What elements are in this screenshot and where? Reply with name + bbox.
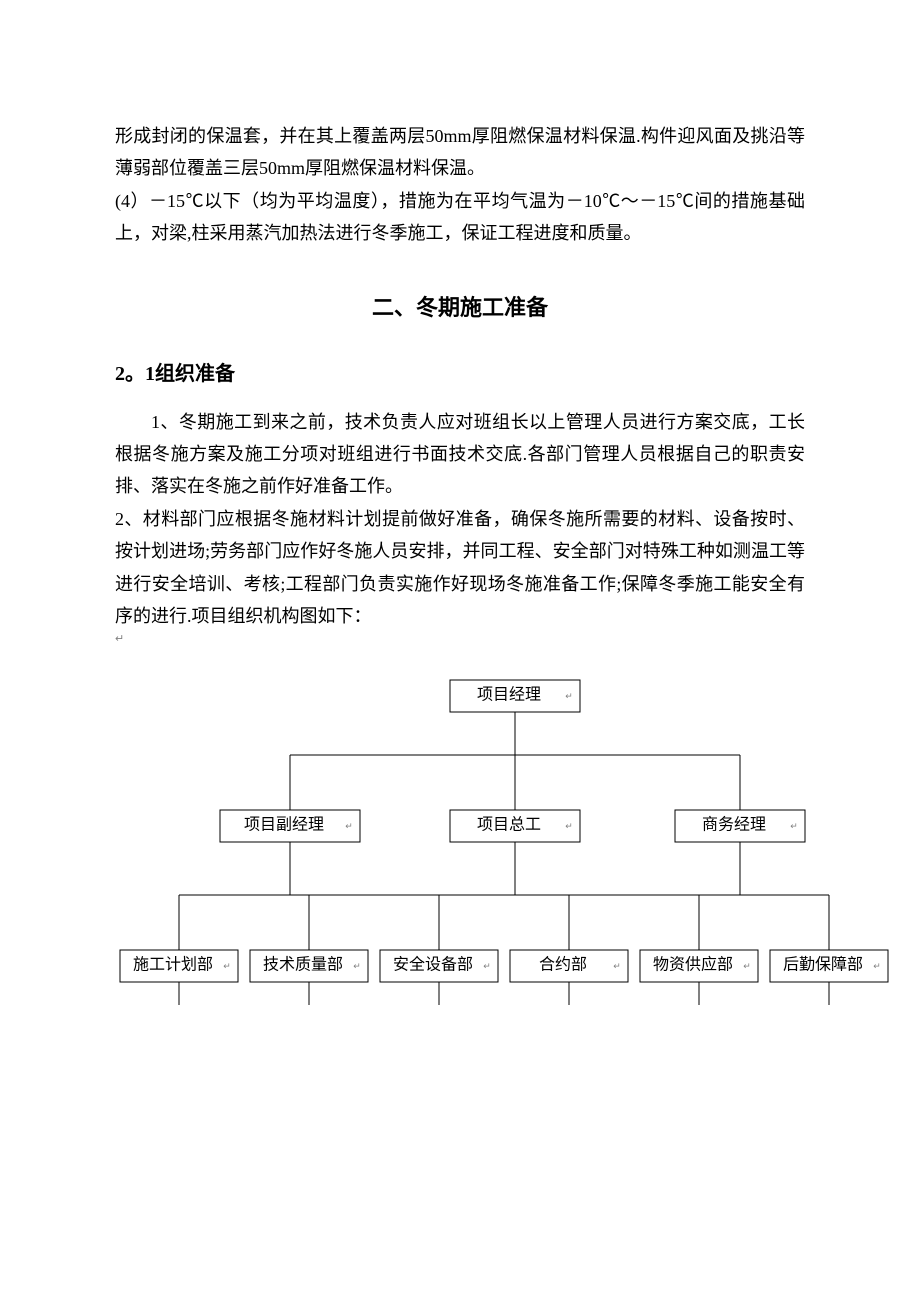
org-node-logistics: 后勤保障部 ↵ bbox=[770, 950, 888, 982]
svg-text:↵: ↵ bbox=[873, 961, 881, 971]
svg-text:↵: ↵ bbox=[613, 961, 621, 971]
svg-text:项目副经理: 项目副经理 bbox=[244, 816, 324, 834]
svg-text:安全设备部: 安全设备部 bbox=[393, 956, 473, 974]
subsection-title: 2。1组织准备 bbox=[115, 357, 805, 386]
org-node-tech-quality: 技术质量部 ↵ bbox=[250, 950, 368, 982]
svg-text:合约部: 合约部 bbox=[539, 956, 587, 974]
org-node-business-manager: 商务经理 ↵ bbox=[675, 810, 805, 842]
org-node-contract: 合约部 ↵ bbox=[510, 950, 628, 982]
svg-text:项目经理: 项目经理 bbox=[477, 686, 541, 704]
org-chart: 项目经理↵项目副经理↵项目总工↵商务经理↵施工计划部↵技术质量部↵安全设备部↵合… bbox=[115, 670, 805, 1035]
page: 形成封闭的保温套，并在其上覆盖两层50mm厚阻燃保温材料保温.构件迎风面及挑沿等… bbox=[0, 0, 920, 1095]
svg-text:后勤保障部: 后勤保障部 bbox=[783, 956, 863, 974]
svg-text:↵: ↵ bbox=[790, 821, 798, 831]
svg-text:↵: ↵ bbox=[345, 821, 353, 831]
svg-text:施工计划部: 施工计划部 bbox=[133, 956, 213, 974]
org-chart-svg: 项目经理↵项目副经理↵项目总工↵商务经理↵施工计划部↵技术质量部↵安全设备部↵合… bbox=[115, 670, 895, 1030]
paragraph-3: 1、冬期施工到来之前，技术负责人应对班组长以上管理人员进行方案交底，工长根据冬施… bbox=[115, 406, 805, 503]
paragraph-2: (4）－15℃以下（均为平均温度），措施为在平均气温为－10℃～－15℃间的措施… bbox=[115, 185, 805, 250]
anchor-mark: ↵ bbox=[115, 632, 805, 645]
org-node-safety-equipment: 安全设备部 ↵ bbox=[380, 950, 498, 982]
org-node-deputy-manager: 项目副经理 ↵ bbox=[220, 810, 360, 842]
svg-text:↵: ↵ bbox=[353, 961, 361, 971]
org-node-root: 项目经理 ↵ bbox=[450, 680, 580, 712]
svg-text:商务经理: 商务经理 bbox=[702, 816, 766, 834]
svg-text:物资供应部: 物资供应部 bbox=[653, 955, 733, 974]
org-node-chief-engineer: 项目总工 ↵ bbox=[450, 810, 580, 842]
svg-text:↵: ↵ bbox=[565, 821, 573, 831]
svg-text:项目总工: 项目总工 bbox=[477, 816, 541, 834]
svg-text:技术质量部: 技术质量部 bbox=[263, 956, 343, 974]
svg-text:↵: ↵ bbox=[743, 961, 751, 971]
svg-text:↵: ↵ bbox=[565, 691, 573, 701]
org-node-material-supply: 物资供应部 ↵ bbox=[640, 950, 758, 982]
paragraph-1: 形成封闭的保温套，并在其上覆盖两层50mm厚阻燃保温材料保温.构件迎风面及挑沿等… bbox=[115, 120, 805, 185]
org-node-construction-plan: 施工计划部 ↵ bbox=[120, 950, 238, 982]
svg-text:↵: ↵ bbox=[483, 961, 491, 971]
svg-text:↵: ↵ bbox=[223, 961, 231, 971]
section-title: 二、冬期施工准备 bbox=[115, 290, 805, 322]
paragraph-4: 2、材料部门应根据冬施材料计划提前做好准备，确保冬施所需要的材料、设备按时、按计… bbox=[115, 503, 805, 633]
